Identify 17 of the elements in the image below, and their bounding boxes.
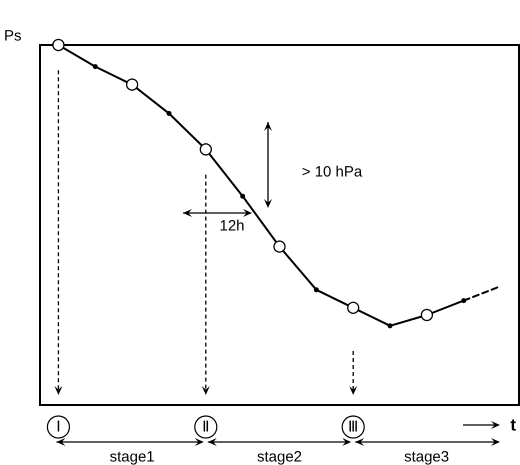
point [273, 240, 286, 253]
text: stage2 [256, 448, 302, 465]
x-axis-title: t [510, 416, 516, 434]
text: Ⅱ [202, 418, 210, 436]
point [200, 143, 212, 156]
point [52, 38, 65, 52]
point [461, 298, 466, 304]
point [420, 308, 434, 322]
annotation: 12h [219, 218, 245, 234]
text: stage1 [110, 448, 155, 465]
y-axis-title: Ps [4, 28, 22, 44]
point [126, 78, 138, 91]
point [347, 302, 360, 314]
text: Ⅲ [348, 418, 358, 436]
text: stage3 [404, 448, 450, 465]
text: Ⅰ [56, 418, 61, 436]
annotation: > 10 hPa [302, 164, 363, 180]
